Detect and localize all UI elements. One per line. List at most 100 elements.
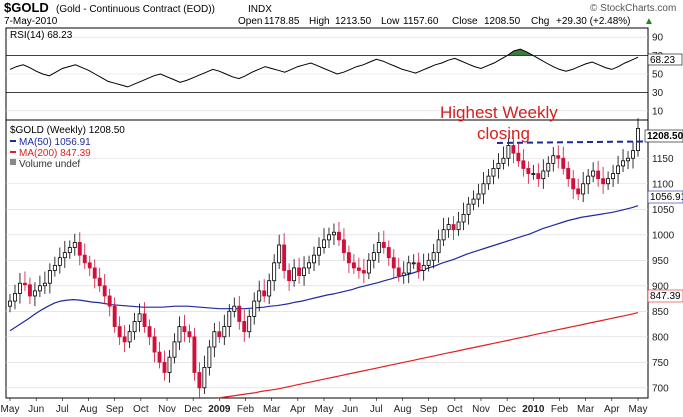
candle-down <box>341 239 346 254</box>
candle-up <box>431 252 436 261</box>
candle-up <box>411 262 416 265</box>
candle-up <box>222 326 227 338</box>
chart-symbol: $GOLD <box>4 0 49 15</box>
chg-up-arrow-icon: ▲ <box>644 16 654 27</box>
candle-down <box>77 242 82 256</box>
ma200-line <box>217 312 639 399</box>
candle-down <box>601 178 606 185</box>
candle-up <box>471 198 476 205</box>
candle-down <box>516 152 521 162</box>
price-panel: 1150 1100 1050 1000 950 900 850 800 750 700 $GOLD… <box>5 103 683 399</box>
x-axis-tick: May <box>629 404 648 415</box>
ma50-tag-value: 1056.91 <box>650 192 683 203</box>
candle-up <box>491 168 496 177</box>
annotation-line-1: Highest Weekly <box>440 103 558 122</box>
candle-up <box>546 162 551 172</box>
open-label: Open <box>238 16 262 27</box>
candle-up <box>57 257 62 266</box>
candle-down <box>526 168 531 174</box>
candle-up <box>366 259 371 274</box>
candle-down <box>521 160 526 169</box>
x-axis-tick: Jun <box>28 404 44 415</box>
candle-up <box>62 252 67 259</box>
candle-up <box>172 341 177 358</box>
candle-up <box>202 366 207 389</box>
candle-down <box>162 361 167 373</box>
candle-down <box>87 262 92 269</box>
candle-up <box>272 262 277 282</box>
x-axis-tick: Nov <box>472 404 490 415</box>
x-axis-tick: Mar <box>577 404 595 415</box>
x-axis-tick: Feb <box>551 404 569 415</box>
candle-up <box>322 239 326 248</box>
candle-down <box>23 282 27 286</box>
candle-up <box>332 231 336 236</box>
legend-ma50: MA(50) 1056.91 <box>19 137 91 148</box>
candle-down <box>142 313 147 327</box>
candle-up <box>376 242 381 254</box>
candle-up <box>466 203 471 215</box>
rsi-panel: RSI(14) 68.23 9070503010 68.23 <box>5 27 683 121</box>
candle-up <box>292 267 297 282</box>
ma50-tag: 1056.91 <box>647 190 683 204</box>
candle-up <box>426 259 431 266</box>
candle-up <box>636 128 640 152</box>
candle-up <box>47 270 52 284</box>
x-axis-tick: 2010 <box>522 404 545 415</box>
x-axis-tick: May <box>1 404 20 415</box>
candle-down <box>217 331 222 338</box>
candle-up <box>72 242 77 248</box>
candle-down <box>561 157 566 169</box>
chg-label: Chg <box>531 16 549 27</box>
close-value: 1208.50 <box>484 16 521 27</box>
candle-down <box>107 295 112 307</box>
rsi-axis-tick: 10 <box>652 106 664 117</box>
candle-down <box>346 252 351 264</box>
candle-down <box>97 277 102 287</box>
candle-up <box>621 160 625 167</box>
candle-up <box>267 280 272 297</box>
legend-volume: Volume undef <box>19 159 80 170</box>
candle-up <box>476 193 481 200</box>
candle-down <box>396 267 401 276</box>
candle-up <box>277 244 282 264</box>
price-legend: MA(50) 1056.91 MA(200) 847.39 Volume und… <box>10 137 91 170</box>
rsi-current-tag: 68.23 <box>647 53 683 66</box>
chart-description: (Gold - Continuous Contract (EOD)) <box>56 4 215 15</box>
candle-up <box>247 315 252 333</box>
candle-down <box>511 145 516 154</box>
candle-down <box>92 267 97 279</box>
x-axis-tick: Sep <box>106 404 124 415</box>
candle-down <box>356 267 361 271</box>
rsi-label: RSI(14) 68.23 <box>10 30 73 41</box>
x-axis-tick: Oct <box>447 404 463 415</box>
chg-value: +29.30 (+2.48%) <box>556 16 631 27</box>
chart-date: 7-May-2010 <box>4 16 58 27</box>
ma200-tag-value: 847.39 <box>650 291 681 302</box>
x-axis-tick: Nov <box>158 404 176 415</box>
x-axis-tick: Dec <box>184 404 202 415</box>
candle-down <box>147 326 152 338</box>
candle-down <box>262 290 267 297</box>
resistance-line <box>496 140 649 144</box>
x-axis: May Jun Jul Aug Sep Oct Nov Dec 2009 Feb Mar Apr May… <box>1 398 648 415</box>
candle-up <box>616 165 621 174</box>
x-axis-tick: 2009 <box>208 404 231 415</box>
candle-down <box>242 321 247 333</box>
candle-down <box>82 254 87 264</box>
candle-down <box>337 231 341 241</box>
x-axis-tick: Oct <box>133 404 149 415</box>
candle-up <box>327 234 331 241</box>
legend-ma200: MA(200) 847.39 <box>19 148 91 159</box>
price-panel-title: $GOLD (Weekly) 1208.50 <box>10 125 125 136</box>
candle-down <box>381 242 386 248</box>
candle-up <box>13 293 17 302</box>
candle-up <box>42 282 47 287</box>
close-label: Close <box>452 16 478 27</box>
candle-up <box>611 173 616 180</box>
candle-up <box>586 175 591 185</box>
candle-up <box>177 326 182 343</box>
candle-down <box>361 270 366 274</box>
price-axis-tick: 1100 <box>652 179 674 190</box>
low-label: Low <box>381 16 400 27</box>
